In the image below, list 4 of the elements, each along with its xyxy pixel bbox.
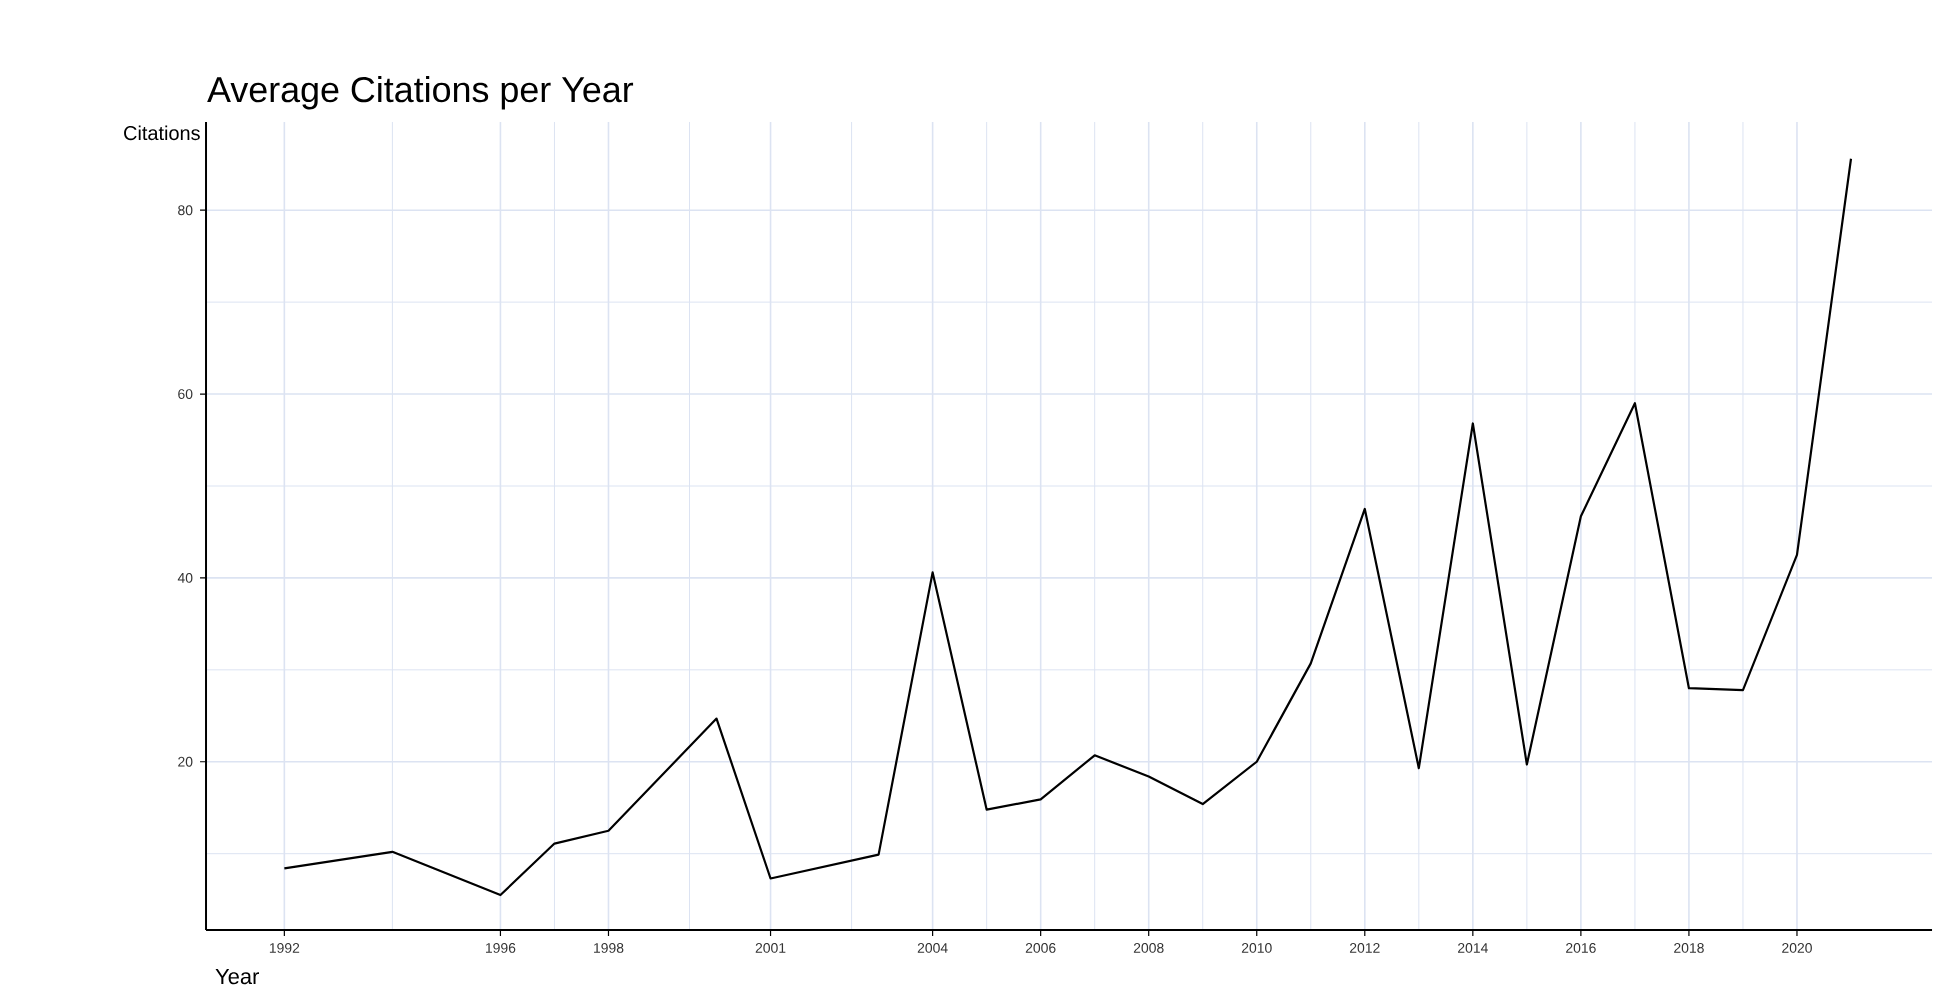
line-series: [283, 157, 1853, 897]
x-axis-title: Year: [215, 968, 259, 985]
y-axis-title: Citations: [124, 125, 200, 141]
chart-title: Average Citations per Year: [207, 75, 634, 110]
